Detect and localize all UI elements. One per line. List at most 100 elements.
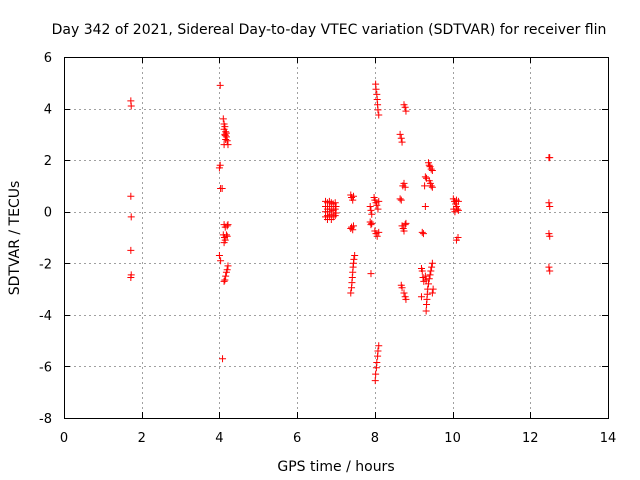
data-point (546, 267, 554, 275)
data-point (221, 276, 229, 284)
data-point (427, 165, 435, 173)
data-point (428, 289, 436, 297)
data-point (331, 199, 339, 207)
data-point (224, 141, 232, 149)
data-point (397, 196, 405, 204)
data-point (216, 81, 224, 89)
data-point (398, 138, 406, 146)
data-point (127, 273, 135, 281)
x-tick-label: 8 (371, 431, 379, 446)
data-point (546, 232, 554, 240)
data-point (372, 364, 380, 372)
data-point (454, 234, 462, 241)
data-point (452, 196, 460, 204)
plot-border (64, 57, 609, 419)
data-point (351, 252, 359, 260)
data-point (454, 206, 462, 214)
data-point (451, 208, 459, 216)
data-point (349, 196, 357, 204)
y-tick-label: -4 (39, 309, 52, 324)
data-point (224, 262, 232, 270)
data-point (220, 239, 228, 247)
data-point (373, 201, 381, 209)
data-point (220, 277, 228, 285)
data-point (215, 164, 223, 172)
data-point (400, 179, 408, 187)
data-point (418, 228, 426, 236)
data-point (545, 199, 553, 207)
y-tick-label: 0 (44, 206, 52, 221)
data-point (418, 267, 426, 275)
data-point (368, 210, 376, 218)
axis-ticks: 0 2 4 6 8 10 12 14 -8 -6 -4 -2 0 2 4 6 (39, 51, 616, 446)
data-point (426, 271, 434, 279)
y-tick-label: 2 (44, 154, 52, 169)
data-point (332, 203, 340, 211)
data-point (374, 205, 382, 213)
data-point (367, 206, 375, 214)
data-point (223, 222, 231, 230)
data-point (366, 203, 374, 211)
data-point (332, 209, 340, 217)
y-tick-label: 6 (44, 51, 52, 66)
data-point (421, 173, 429, 181)
data-point (402, 107, 410, 115)
data-point (374, 106, 382, 114)
data-point (429, 285, 437, 293)
data-point (402, 295, 410, 303)
data-point (398, 284, 406, 292)
data-point (373, 232, 381, 240)
data-point (375, 342, 383, 350)
data-point (223, 137, 231, 145)
data-point (219, 115, 227, 123)
data-point (421, 203, 429, 211)
data-point (372, 370, 380, 378)
y-axis-label: SDTVAR / TECUs (7, 181, 23, 296)
grid-lines (64, 57, 608, 418)
data-point (367, 221, 375, 229)
data-point (427, 182, 435, 190)
data-point (396, 195, 404, 203)
x-tick-label: 12 (522, 431, 539, 446)
data-point (217, 257, 225, 265)
data-point (222, 268, 230, 276)
data-point (454, 197, 462, 205)
y-tick-label: -6 (39, 360, 52, 375)
data-point (421, 272, 429, 280)
data-point (127, 213, 135, 221)
data-point (348, 284, 356, 292)
data-points (127, 80, 554, 385)
data-point (422, 307, 430, 315)
data-point (218, 185, 226, 193)
data-point (127, 192, 135, 200)
data-point (349, 192, 357, 200)
x-tick-label: 14 (600, 431, 617, 446)
data-point (223, 232, 231, 240)
data-point (347, 289, 355, 297)
x-tick-label: 4 (215, 431, 223, 446)
x-tick-label: 0 (60, 431, 68, 446)
chart-title: Day 342 of 2021, Sidereal Day-to-day VTE… (52, 22, 607, 38)
data-point (424, 280, 432, 288)
data-point (397, 134, 405, 142)
data-point (401, 183, 409, 191)
data-point (127, 102, 135, 110)
y-tick-label: -2 (39, 257, 52, 272)
data-point (375, 111, 383, 119)
data-point (423, 301, 431, 309)
data-point (372, 85, 380, 93)
data-point (222, 231, 230, 239)
x-tick-label: 2 (138, 431, 146, 446)
data-point (401, 103, 409, 111)
data-point (396, 130, 404, 138)
data-point (425, 161, 433, 169)
x-tick-label: 6 (293, 431, 301, 446)
data-point (368, 219, 376, 227)
data-point (428, 166, 436, 174)
data-point (215, 252, 223, 260)
data-point (427, 267, 435, 275)
data-point (546, 203, 554, 211)
data-point (400, 227, 408, 235)
data-point (425, 275, 433, 283)
